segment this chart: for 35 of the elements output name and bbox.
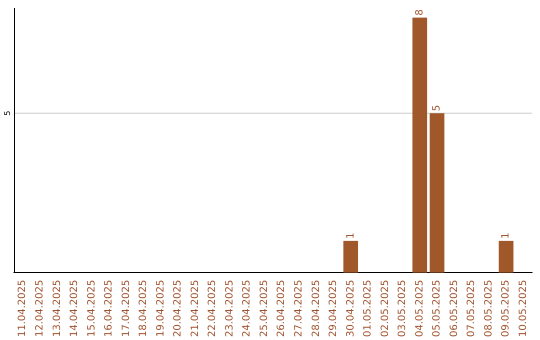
x-tick-label: 12.04.2025 (34, 280, 46, 338)
x-tick-label: 09.05.2025 (500, 280, 512, 338)
x-tick-label: 15.04.2025 (86, 280, 98, 338)
x-tick-label: 20.04.2025 (172, 280, 184, 338)
x-tick-label: 06.05.2025 (448, 280, 460, 338)
x-tick-label: 17.04.2025 (120, 280, 132, 338)
x-tick-label: 27.04.2025 (293, 280, 304, 338)
x-tick-label: 07.05.2025 (466, 280, 478, 338)
x-tick-label: 08.05.2025 (483, 280, 494, 338)
x-tick-label: 23.04.2025 (224, 280, 236, 338)
data-label: 1 (345, 232, 356, 239)
data-label: 8 (414, 9, 426, 16)
x-tick-label: 25.04.2025 (258, 280, 270, 338)
data-label: 1 (500, 232, 512, 239)
x-tick-label: 05.05.2025 (432, 280, 443, 338)
x-tick-label: 02.05.2025 (380, 280, 391, 338)
x-tick-label: 10.05.2025 (518, 280, 529, 338)
x-tick-label: 04.05.2025 (414, 280, 426, 338)
x-tick-label: 24.04.2025 (242, 280, 253, 338)
x-tick-label: 14.04.2025 (69, 280, 80, 338)
x-tick-label: 19.04.2025 (155, 280, 166, 338)
x-tick-label: 18.04.2025 (138, 280, 150, 338)
x-tick-label: 30.04.2025 (345, 280, 356, 338)
x-tick-label: 28.04.2025 (310, 280, 322, 338)
x-tick-label: 01.05.2025 (362, 280, 374, 338)
x-tick-label: 13.04.2025 (52, 280, 63, 338)
ref-line-label: 5 (3, 110, 12, 116)
x-tick-label: 16.04.2025 (104, 280, 115, 338)
x-tick-label: 03.05.2025 (397, 280, 408, 338)
x-tick-label: 21.04.2025 (190, 280, 201, 338)
x-tick-label: 11.04.2025 (17, 280, 28, 338)
x-tick-label: 22.04.2025 (207, 280, 218, 338)
x-tick-label: 29.04.2025 (328, 280, 340, 338)
x-tick-label: 26.04.2025 (276, 280, 288, 338)
data-label: 5 (432, 104, 443, 112)
